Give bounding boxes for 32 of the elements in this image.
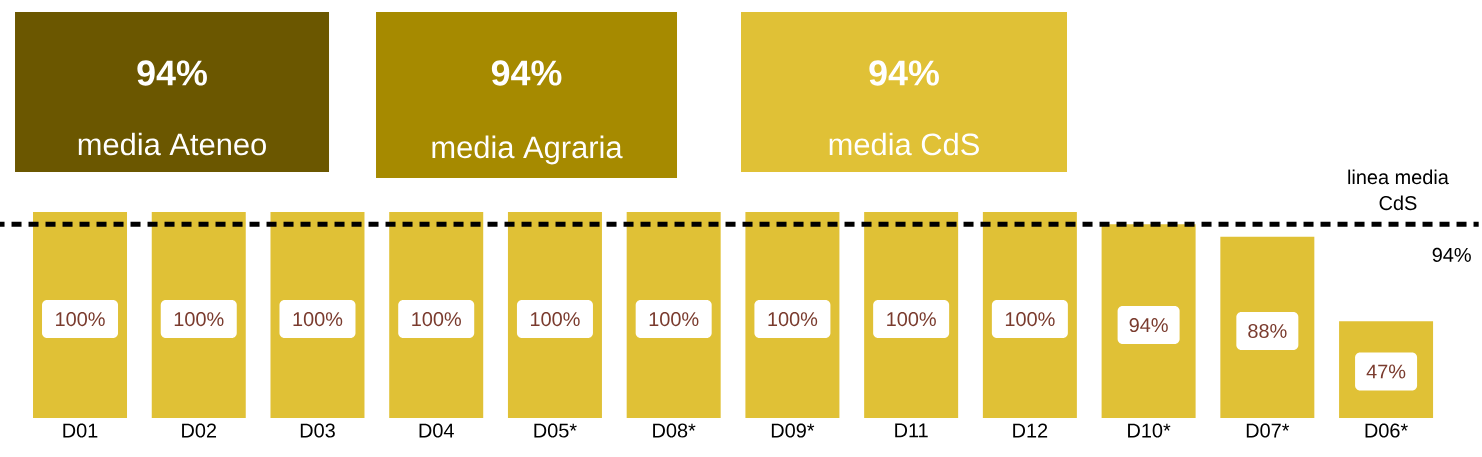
data-label: 100%: [530, 312, 580, 327]
x-tick-label: D01: [63, 423, 98, 438]
x-tick-label: D12: [1013, 423, 1048, 438]
data-label: 100%: [56, 312, 105, 327]
x-tick-label: D08*: [653, 423, 696, 438]
x-tick-label: D11: [895, 423, 928, 438]
x-tick-label: D02: [182, 423, 217, 438]
x-tick-label: D06*: [1365, 423, 1408, 438]
data-label: 94%: [1129, 317, 1168, 333]
x-tick-label: D07*: [1246, 423, 1290, 438]
annotation: 94%: [1432, 247, 1471, 262]
x-tick-label: D09*: [771, 423, 815, 438]
x-tick-label: D05*: [534, 423, 577, 438]
x-tick-label: D04: [419, 423, 454, 438]
data-label: 47%: [1366, 364, 1406, 379]
data-label: 100%: [174, 312, 224, 327]
text: 94%: [869, 60, 939, 86]
data-label: 100%: [649, 312, 699, 327]
data-label: 100%: [887, 312, 936, 327]
data-label: 100%: [412, 312, 461, 327]
data-label: 100%: [768, 312, 818, 327]
x-tick-label: D10*: [1128, 423, 1171, 438]
text: media Ateneo: [78, 132, 266, 156]
data-label: 88%: [1248, 323, 1287, 339]
text: 94%: [137, 60, 207, 86]
text: media Agraria: [432, 135, 623, 165]
data-label: 100%: [293, 312, 343, 327]
data-label: 100%: [1005, 312, 1055, 327]
x-tick-label: D03: [300, 423, 335, 438]
text: media CdS: [829, 132, 979, 156]
ref-line-label: linea media CdS: [1348, 169, 1449, 211]
text: 94%: [491, 60, 562, 86]
